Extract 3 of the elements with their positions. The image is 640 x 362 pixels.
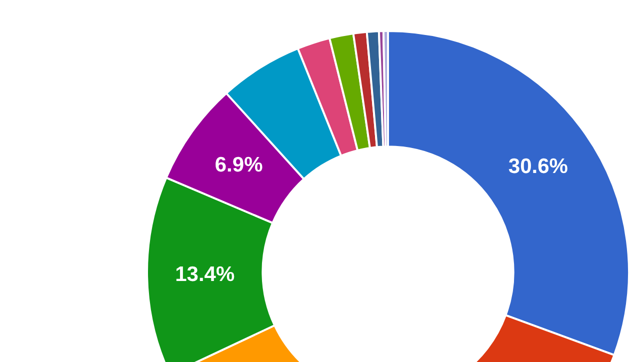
data-label: 30.6% [508,154,568,178]
data-label: 13.4% [175,263,235,286]
data-label: 6.9% [214,154,264,177]
